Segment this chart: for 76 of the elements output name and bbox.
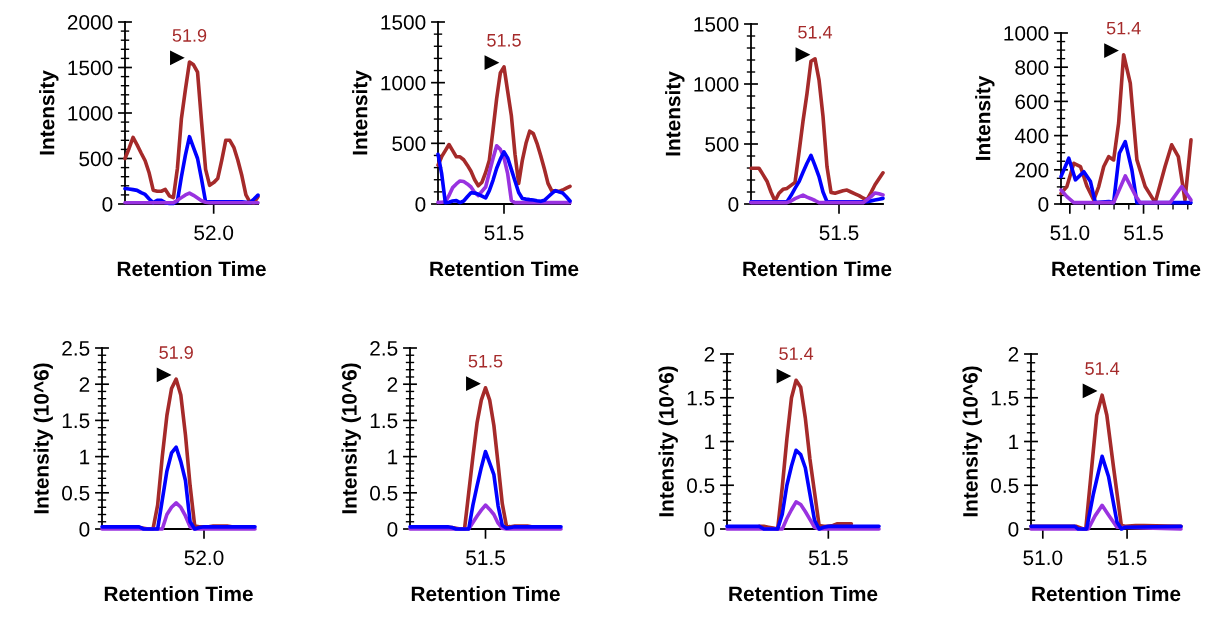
y-axis-title: Intensity xyxy=(39,70,59,155)
annotation: 51.4 xyxy=(1085,362,1120,375)
annotation: 51.9 xyxy=(159,346,193,359)
y-tick-label: 1000 xyxy=(381,75,426,91)
annotation: 51.4 xyxy=(1106,21,1141,35)
y-tick-label: 0 xyxy=(387,522,398,537)
y-tick-label: 200 xyxy=(1015,162,1049,178)
y-tick-label: 2.5 xyxy=(62,341,90,356)
y-tick-label: 1 xyxy=(388,449,398,465)
x-axis-title: Retention Time xyxy=(1052,260,1201,277)
y-tick-label: 1 xyxy=(705,434,715,450)
x-axis-title: Retention Time xyxy=(729,585,878,602)
annotation: 51.4 xyxy=(779,347,814,361)
y-tick-label: 0 xyxy=(102,197,113,212)
x-tick-label: 51.0 xyxy=(1023,550,1063,566)
y-tick-label: 1 xyxy=(80,449,90,465)
y-axis-title: Intensity (10^6) xyxy=(962,366,982,517)
x-tick-label: 52.0 xyxy=(184,550,224,566)
y-tick-label: 2 xyxy=(387,377,398,392)
y-tick-label: 0 xyxy=(704,522,715,537)
x-tick-label: 51.0 xyxy=(1050,225,1090,241)
y-tick-label: 0.5 xyxy=(687,478,715,493)
y-tick-label: 1500 xyxy=(68,60,113,76)
x-tick-label: 51.5 xyxy=(466,550,505,566)
y-tick-label: 1.5 xyxy=(62,413,90,429)
y-tick-label: 1500 xyxy=(694,17,739,32)
y-axis-title: Intensity (10^6) xyxy=(341,363,361,514)
annotation: 51.9 xyxy=(172,29,207,42)
x-tick-label: 52.0 xyxy=(194,225,234,241)
y-tick-label: 2 xyxy=(79,377,90,392)
y-tick-label: 0 xyxy=(1038,197,1049,212)
x-axis-title: Retention Time xyxy=(117,260,266,277)
annotation: 51.5 xyxy=(487,34,521,47)
y-tick-label: 500 xyxy=(392,136,426,152)
y-tick-label: 500 xyxy=(705,137,739,152)
y-tick-label: 0 xyxy=(415,197,426,212)
y-tick-label: 500 xyxy=(79,151,113,167)
x-axis-title: Retention Time xyxy=(1032,585,1181,602)
x-axis-title: Retention Time xyxy=(411,585,560,602)
y-tick-label: 1.5 xyxy=(991,390,1019,406)
y-tick-label: 1.5 xyxy=(687,390,715,406)
y-tick-label: 2 xyxy=(1008,347,1019,362)
y-tick-label: 0 xyxy=(1008,522,1019,537)
x-tick-label: 51.5 xyxy=(1107,550,1147,566)
y-tick-label: 1.5 xyxy=(370,413,398,429)
y-tick-label: 0 xyxy=(728,197,739,212)
x-axis-title: Retention Time xyxy=(743,260,892,277)
y-tick-label: 0.5 xyxy=(62,485,90,501)
y-tick-label: 2000 xyxy=(67,15,113,30)
y-axis-title: Intensity xyxy=(975,75,995,160)
y-tick-label: 0.5 xyxy=(370,485,398,501)
y-tick-label: 0 xyxy=(79,522,90,537)
y-axis-title: Intensity xyxy=(665,71,685,156)
x-tick-label: 51.5 xyxy=(819,225,859,241)
x-axis-title: Retention Time xyxy=(430,260,579,277)
x-tick-label: 51.5 xyxy=(484,225,524,241)
y-tick-label: 0.5 xyxy=(991,478,1019,493)
y-axis-title: Intensity (10^6) xyxy=(33,363,53,514)
y-axis-title: Intensity (10^6) xyxy=(658,366,678,517)
x-axis-title: Retention Time xyxy=(104,585,253,602)
y-tick-label: 2.5 xyxy=(370,341,398,356)
y-axis-title: Intensity xyxy=(352,70,372,155)
y-tick-label: 800 xyxy=(1015,60,1049,75)
y-tick-label: 2 xyxy=(704,347,715,362)
y-tick-label: 600 xyxy=(1015,94,1049,110)
x-tick-label: 51.5 xyxy=(808,550,848,566)
y-tick-label: 400 xyxy=(1014,128,1049,144)
y-tick-label: 1 xyxy=(1009,434,1019,450)
y-tick-label: 1000 xyxy=(694,77,739,92)
line-series xyxy=(436,65,572,194)
annotation: 51.5 xyxy=(468,354,503,368)
y-tick-label: 1500 xyxy=(381,15,426,30)
annotation: 51.4 xyxy=(798,25,833,39)
y-tick-label: 1000 xyxy=(1004,26,1049,41)
y-tick-label: 1000 xyxy=(68,106,113,121)
x-tick-label: 51.5 xyxy=(1124,225,1163,241)
